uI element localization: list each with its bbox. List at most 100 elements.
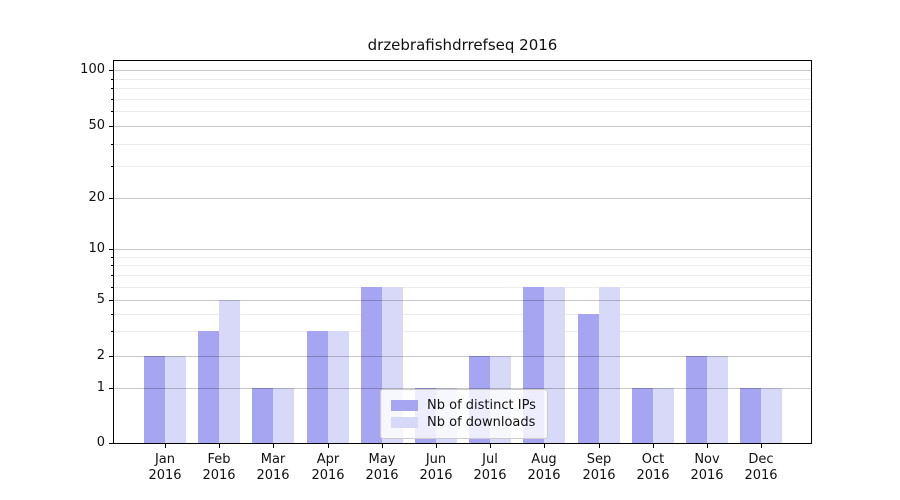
xtick-label-year: 2016	[473, 468, 507, 483]
xtick-mark-dec	[761, 444, 762, 448]
xtick-label-year: 2016	[744, 468, 778, 483]
gridline-major-50	[114, 126, 811, 127]
ytick-mark-0	[109, 443, 113, 444]
xtick-label-month: Dec	[748, 452, 774, 467]
ytick-mark-minor-7	[111, 275, 113, 276]
xtick-label-jun: Jun 2016	[404, 452, 468, 484]
xtick-label-sep: Sep 2016	[567, 452, 631, 484]
ytick-mark-minor-80	[111, 88, 113, 89]
legend-swatch-distinct-ips	[391, 400, 418, 411]
bar-distinct-ips-apr	[307, 331, 328, 443]
bar-downloads-sep	[599, 286, 620, 443]
gridline-major-10	[114, 249, 811, 250]
gridline-minor-60	[114, 111, 811, 112]
xtick-label-oct: Oct 2016	[621, 452, 685, 484]
xtick-label-month: Jul	[482, 452, 498, 467]
ytick-mark-1	[109, 388, 113, 389]
gridline-minor-70	[114, 99, 811, 100]
xtick-label-year: 2016	[636, 468, 670, 483]
xtick-label-year: 2016	[582, 468, 616, 483]
legend-label-downloads: Nb of downloads	[427, 415, 536, 430]
bar-downloads-nov	[707, 356, 728, 443]
xtick-label-year: 2016	[256, 468, 290, 483]
xtick-mark-jun	[436, 444, 437, 448]
legend-entry-distinct-ips: Nb of distinct IPs	[391, 397, 536, 414]
ytick-label-50: 50	[88, 118, 105, 133]
ytick-mark-minor-70	[111, 99, 113, 100]
xtick-mark-may	[382, 444, 383, 448]
xtick-label-apr: Apr 2016	[296, 452, 360, 484]
ytick-mark-minor-4	[111, 314, 113, 315]
bar-distinct-ips-oct	[632, 388, 653, 443]
gridline-minor-40	[114, 144, 811, 145]
gridline-minor-80	[114, 88, 811, 89]
xtick-label-month: Jan	[154, 452, 176, 467]
legend: Nb of distinct IPs Nb of downloads	[380, 389, 548, 439]
bar-distinct-ips-sep	[578, 313, 599, 443]
xtick-label-aug: Aug 2016	[512, 452, 576, 484]
ytick-mark-minor-90	[111, 79, 113, 80]
xtick-mark-feb	[219, 444, 220, 448]
ytick-label-2: 2	[96, 348, 105, 363]
plot-area: Nb of distinct IPs Nb of downloads	[113, 60, 812, 444]
ytick-label-10: 10	[88, 241, 105, 256]
gridline-major-1	[114, 388, 811, 389]
ytick-label-100: 100	[80, 62, 105, 77]
legend-swatch-downloads	[391, 417, 418, 428]
xtick-mark-mar	[273, 444, 274, 448]
legend-entry-downloads: Nb of downloads	[391, 414, 536, 431]
xtick-label-year: 2016	[527, 468, 561, 483]
bar-downloads-apr	[328, 331, 349, 443]
xtick-label-month: May	[368, 452, 396, 467]
bar-downloads-aug	[544, 286, 565, 443]
xtick-label-dec: Dec 2016	[729, 452, 793, 484]
xtick-label-month: Jun	[425, 452, 447, 467]
bar-distinct-ips-nov	[686, 356, 707, 443]
ytick-mark-minor-8	[111, 265, 113, 266]
xtick-mark-oct	[653, 444, 654, 448]
xtick-label-mar: Mar 2016	[241, 452, 305, 484]
xtick-label-month: Sep	[586, 452, 612, 467]
xtick-label-year: 2016	[311, 468, 345, 483]
gridline-minor-4	[114, 314, 811, 315]
xtick-mark-sep	[599, 444, 600, 448]
xtick-mark-jan	[165, 444, 166, 448]
ytick-label-20: 20	[88, 190, 105, 205]
xtick-label-nov: Nov 2016	[675, 452, 739, 484]
xtick-label-month: Apr	[316, 452, 340, 467]
gridline-minor-90	[114, 79, 811, 80]
bar-downloads-oct	[653, 388, 674, 443]
chart-title: drzebrafishdrrefseq 2016	[367, 36, 558, 54]
ytick-mark-minor-30	[111, 166, 113, 167]
gridline-major-20	[114, 198, 811, 199]
bar-distinct-ips-may	[361, 286, 382, 443]
gridline-major-2	[114, 356, 811, 357]
xtick-label-year: 2016	[365, 468, 399, 483]
xtick-label-may: May 2016	[350, 452, 414, 484]
xtick-label-month: Aug	[531, 452, 557, 467]
ytick-mark-minor-3	[111, 331, 113, 332]
gridline-minor-8	[114, 265, 811, 266]
bar-distinct-ips-dec	[740, 388, 761, 443]
xtick-mark-aug	[544, 444, 545, 448]
xtick-label-month: Nov	[694, 452, 720, 467]
ytick-label-1: 1	[96, 380, 105, 395]
ytick-mark-100	[109, 70, 113, 71]
xtick-label-month: Mar	[260, 452, 286, 467]
xtick-label-month: Feb	[207, 452, 231, 467]
bar-distinct-ips-jan	[144, 356, 165, 443]
ytick-mark-minor-6	[111, 287, 113, 288]
xtick-label-year: 2016	[148, 468, 182, 483]
ytick-mark-2	[109, 356, 113, 357]
gridline-minor-7	[114, 275, 811, 276]
xtick-label-jul: Jul 2016	[458, 452, 522, 484]
ytick-mark-50	[109, 126, 113, 127]
ytick-mark-minor-40	[111, 144, 113, 145]
xtick-label-feb: Feb 2016	[187, 452, 251, 484]
gridline-minor-9	[114, 257, 811, 258]
ytick-mark-minor-60	[111, 111, 113, 112]
xtick-label-year: 2016	[202, 468, 236, 483]
xtick-label-month: Oct	[641, 452, 665, 467]
xtick-label-jan: Jan 2016	[133, 452, 197, 484]
